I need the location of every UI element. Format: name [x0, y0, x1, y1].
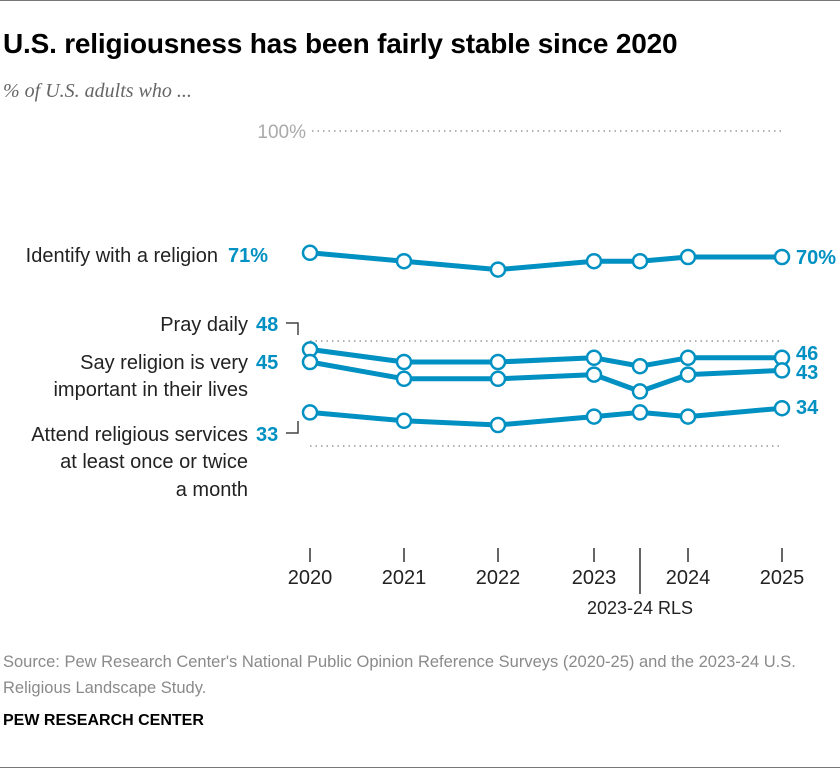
series-end-label: 70%	[796, 247, 836, 269]
data-point	[773, 248, 791, 266]
source-note: Source: Pew Research Center's National P…	[3, 653, 796, 697]
line-chart: 100% 2020 2021 2022 2023 2024 2025 2023-24 RLS 7…	[26, 122, 837, 618]
series-end-label: 34	[796, 397, 819, 419]
bracket-top	[286, 322, 299, 335]
data-point	[773, 399, 791, 417]
series-name-line: Attend religious services	[31, 424, 248, 446]
series-end-label: 46	[796, 343, 818, 365]
data-point	[395, 353, 413, 371]
data-point	[489, 353, 507, 371]
series-name-line: at least once or twice	[60, 451, 248, 473]
data-point	[489, 370, 507, 388]
data-point	[631, 357, 649, 375]
chart-subtitle: % of U.S. adults who ...	[3, 80, 192, 102]
series-name-line: a month	[176, 479, 248, 501]
series-name: Say religion is very important in their l…	[53, 352, 248, 401]
chart-title: U.S. religiousness has been fairly stabl…	[3, 28, 678, 59]
top-rule	[0, 0, 840, 1]
data-point	[489, 261, 507, 278]
data-point	[301, 404, 319, 421]
rls-label: 2023-24 RLS	[587, 598, 693, 618]
data-point	[489, 416, 507, 434]
data-point	[301, 353, 319, 371]
data-point	[585, 366, 603, 383]
data-point	[395, 412, 413, 430]
series-name-line: Identify with a religion	[26, 245, 218, 267]
data-point	[631, 404, 649, 421]
data-point	[679, 248, 697, 266]
data-point	[631, 252, 649, 270]
series-line	[309, 405, 783, 428]
series-name: Identify with a religion	[26, 245, 218, 267]
x-tick-label: 2021	[382, 567, 427, 589]
series-name: Pray daily	[160, 314, 248, 336]
data-point	[585, 408, 603, 425]
x-tick-label: 2025	[760, 567, 805, 589]
series-name-line: important in their lives	[53, 379, 248, 401]
series-line	[309, 250, 782, 273]
bracket-bottom	[286, 421, 299, 434]
x-tick-label: 2023	[572, 567, 617, 589]
data-point	[585, 349, 603, 367]
data-point	[301, 244, 319, 262]
series-name: Attend religious services at least once o…	[31, 424, 248, 501]
series-start-label: 45	[256, 352, 278, 374]
x-tick-label: 2022	[476, 567, 521, 589]
x-tick-label: 2020	[288, 567, 333, 589]
series-name-line: Pray daily	[160, 314, 248, 336]
data-point	[679, 366, 697, 383]
series-end-label: 43	[796, 362, 818, 384]
x-tick-label: 2024	[666, 567, 711, 589]
data-point	[679, 408, 697, 425]
series-line	[309, 359, 783, 394]
data-point	[679, 349, 697, 367]
brand-label: PEW RESEARCH CENTER	[3, 712, 204, 729]
data-point	[773, 362, 791, 379]
series-line	[309, 346, 782, 369]
y-axis-top-label: 100%	[257, 122, 306, 143]
series-start-label: 71%	[228, 245, 268, 267]
series-name-line: Say religion is very	[80, 352, 248, 374]
data-point	[631, 383, 649, 400]
data-point	[585, 252, 603, 270]
series-start-label: 48	[256, 314, 278, 336]
series-start-label: 33	[256, 424, 278, 446]
data-point	[395, 370, 413, 388]
data-point	[395, 252, 413, 270]
